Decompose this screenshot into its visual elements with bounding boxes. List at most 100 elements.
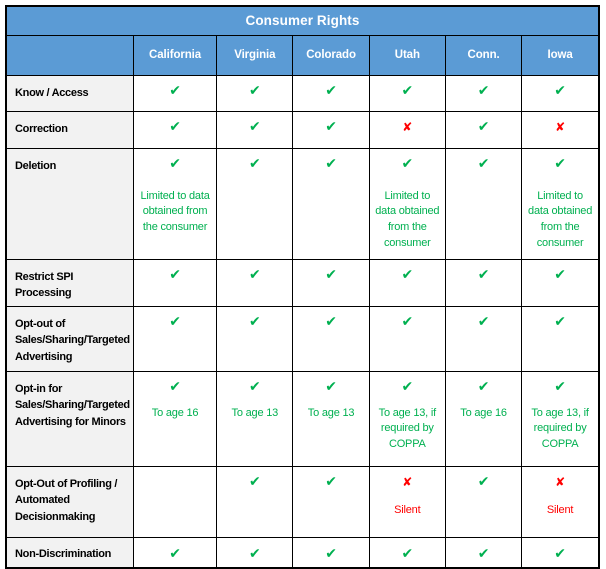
corner-cell: [5, 34, 134, 76]
data-cell: ✘: [368, 110, 446, 149]
data-cell: ✔ To age 13, if required by COPPA: [368, 370, 446, 467]
column-header-virginia: Virginia: [216, 34, 294, 76]
data-cell: ✔ Limited to data obtained from the consu…: [132, 147, 218, 260]
column-header-colorado: Colorado: [292, 34, 370, 76]
data-cell: ✔: [216, 147, 294, 260]
check-icon: ✔: [325, 377, 337, 394]
row-label: Deletion: [5, 147, 134, 260]
check-icon: ✔: [248, 377, 261, 394]
table-row: Opt-out of Sales/Sharing/Targeted Advert…: [5, 305, 600, 372]
cross-icon: ✘: [402, 119, 413, 134]
cell-note: To age 16: [151, 406, 199, 419]
data-cell: ✔: [368, 305, 446, 372]
data-cell: ✔: [216, 258, 294, 307]
cell-note: Silent: [546, 503, 574, 516]
data-cell: ✔: [132, 258, 218, 307]
table-row: Know / Access ✔ ✔ ✔ ✔ ✔ ✔: [5, 74, 600, 112]
data-cell: ✔: [132, 110, 218, 149]
check-icon: ✔: [169, 544, 181, 561]
cell-note: Limited to data obtained from the consum…: [375, 189, 440, 250]
consumer-rights-table: Consumer Rights California Virginia Colora…: [5, 5, 600, 569]
check-icon: ✔: [554, 544, 566, 561]
check-icon: ✔: [248, 81, 261, 98]
check-icon: ✔: [325, 544, 337, 561]
cell-note: To age 13, if required by COPPA: [378, 406, 437, 451]
data-cell: ✔: [216, 305, 294, 372]
data-cell: ✔ To age 16: [132, 370, 218, 467]
cross-icon: ✘: [555, 119, 566, 134]
cell-note: Limited to data obtained from the consum…: [140, 189, 210, 234]
check-icon: ✔: [169, 377, 181, 394]
data-cell: ✔: [292, 110, 370, 149]
check-icon: ✔: [554, 265, 566, 282]
check-icon: ✔: [401, 265, 414, 282]
data-cell: ✔ To age 13: [216, 370, 294, 467]
data-cell: ✔ To age 13: [292, 370, 370, 467]
data-cell: ✔: [444, 147, 523, 260]
check-icon: ✔: [248, 154, 261, 171]
row-label: Restrict SPI Processing: [5, 258, 134, 307]
check-icon: ✔: [248, 472, 261, 489]
data-cell: ✘ Silent: [521, 465, 600, 538]
check-icon: ✔: [477, 265, 490, 282]
check-icon: ✔: [169, 154, 181, 171]
data-cell: ✔: [444, 258, 523, 307]
check-icon: ✔: [401, 312, 414, 329]
check-icon: ✔: [325, 312, 337, 329]
data-cell: ✘: [521, 110, 600, 149]
check-icon: ✔: [554, 377, 566, 394]
data-cell: ✔: [292, 465, 370, 538]
check-icon: ✔: [248, 117, 261, 134]
check-icon: ✔: [169, 312, 181, 329]
check-icon: ✔: [554, 312, 566, 329]
table-row: Deletion ✔ Limited to data obtained from t…: [5, 147, 600, 260]
data-cell: ✔ Limited to data obtained from the consu…: [521, 147, 600, 260]
data-cell: ✔: [216, 465, 294, 538]
column-header-california: California: [132, 34, 218, 76]
check-icon: ✔: [477, 377, 490, 394]
check-icon: ✔: [325, 81, 337, 98]
cell-note: Silent: [394, 503, 421, 516]
data-cell: ✔ To age 16: [444, 370, 523, 467]
row-label: Correction: [5, 110, 134, 149]
check-icon: ✔: [325, 117, 337, 134]
check-icon: ✔: [477, 544, 490, 561]
check-icon: ✔: [477, 81, 490, 98]
data-cell: ✔: [444, 305, 523, 372]
data-cell: ✔: [444, 74, 523, 112]
check-icon: ✔: [325, 472, 337, 489]
column-header-utah: Utah: [368, 34, 446, 76]
column-header-iowa: Iowa: [521, 34, 600, 76]
check-icon: ✔: [169, 81, 181, 98]
cell-note: To age 13: [307, 406, 355, 419]
data-cell: [132, 465, 218, 538]
title-row: Consumer Rights: [5, 5, 600, 36]
data-cell: ✔: [292, 74, 370, 112]
table-title: Consumer Rights: [5, 5, 600, 36]
cell-note: To age 13: [231, 406, 279, 419]
column-header-row: California Virginia Colorado Utah Conn. Iowa: [5, 34, 600, 76]
data-cell: ✔: [444, 110, 523, 149]
data-cell: ✔: [216, 110, 294, 149]
check-icon: ✔: [401, 81, 414, 98]
table-row: Restrict SPI Processing ✔ ✔ ✔ ✔ ✔ ✔: [5, 258, 600, 307]
data-cell: ✔: [368, 74, 446, 112]
check-icon: ✔: [325, 154, 337, 171]
data-cell: ✔: [132, 74, 218, 112]
check-icon: ✔: [248, 312, 261, 329]
row-label: Know / Access: [5, 74, 134, 112]
cell-note: To age 13, if required by COPPA: [531, 406, 589, 451]
check-icon: ✔: [401, 544, 414, 561]
data-cell: ✔: [216, 74, 294, 112]
cross-icon: ✘: [402, 474, 413, 489]
cell-note: To age 16: [460, 406, 507, 419]
data-cell: ✔: [521, 258, 600, 307]
data-cell: ✔: [521, 305, 600, 372]
check-icon: ✔: [477, 117, 490, 134]
check-icon: ✔: [401, 154, 414, 171]
row-label: Opt-out of Sales/Sharing/Targeted Advert…: [5, 305, 134, 372]
data-cell: ✔: [521, 74, 600, 112]
check-icon: ✔: [554, 154, 566, 171]
cross-icon: ✘: [555, 474, 566, 489]
